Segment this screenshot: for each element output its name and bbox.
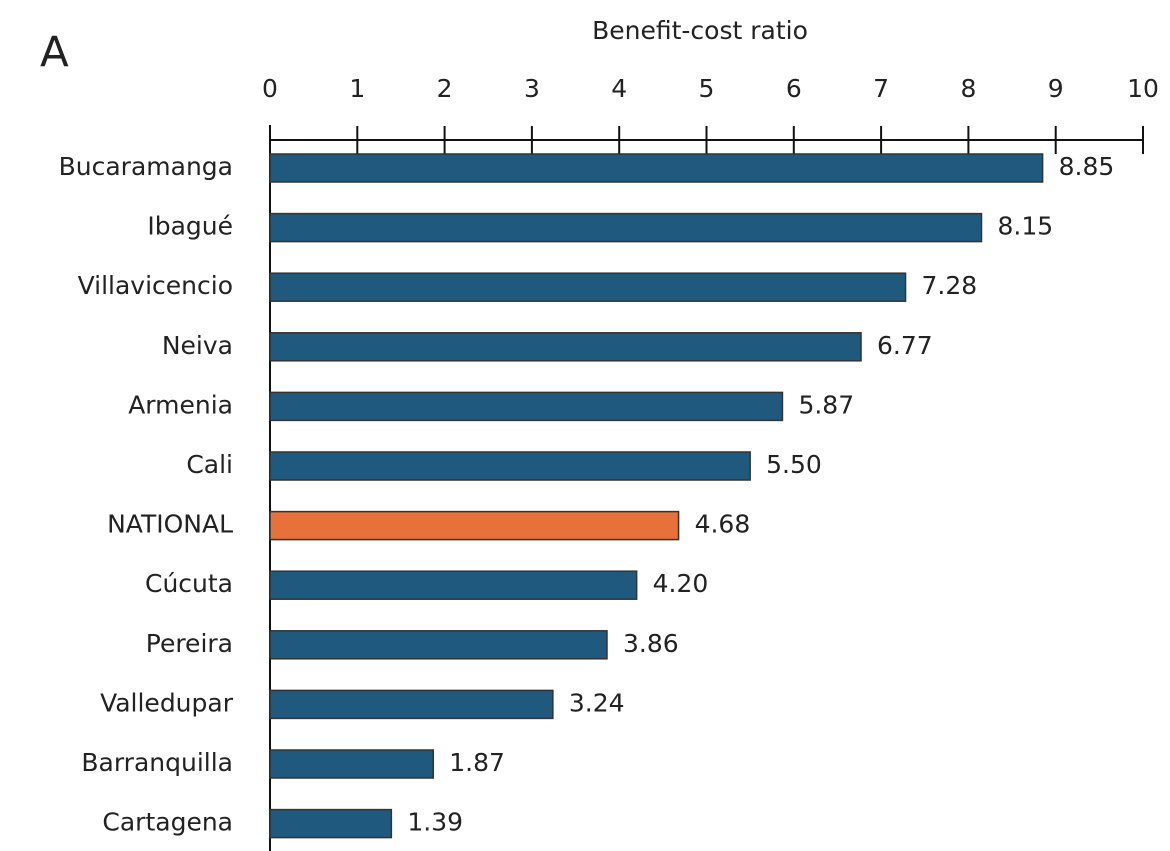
x-tick-label: 1 (349, 74, 365, 103)
y-tick-label: Valledupar (100, 688, 234, 717)
x-tick-label: 4 (611, 74, 627, 103)
x-tick-label: 6 (786, 74, 802, 103)
value-label: 4.20 (653, 569, 709, 598)
bar (269, 808, 393, 839)
value-label: 1.39 (407, 808, 463, 837)
y-tick-label: Cúcuta (145, 569, 233, 598)
value-label: 5.87 (798, 390, 854, 419)
x-tick-label: 8 (960, 74, 976, 103)
x-axis-label: Benefit-cost ratio (592, 16, 808, 45)
value-label: 5.50 (766, 450, 822, 479)
value-label: 7.28 (922, 271, 978, 300)
bar (269, 391, 784, 422)
bar (269, 332, 862, 362)
value-label: 1.87 (449, 748, 505, 777)
x-tick-label: 10 (1127, 74, 1159, 103)
panel-label: A (40, 28, 69, 77)
value-label: 4.68 (695, 510, 751, 539)
bar (269, 451, 751, 481)
value-label: 3.86 (623, 629, 679, 658)
bar (269, 689, 554, 720)
x-tick-label: 7 (873, 74, 889, 103)
bar (269, 212, 983, 243)
value-label: 8.85 (1059, 152, 1115, 181)
x-tick-label: 0 (262, 74, 278, 103)
y-tick-label: NATIONAL (107, 510, 233, 539)
y-tick-label: Neiva (162, 331, 233, 360)
bar (269, 272, 907, 302)
value-label: 8.15 (997, 212, 1053, 241)
y-tick-label: Barranquilla (81, 748, 233, 777)
value-label: 6.77 (877, 331, 933, 360)
y-tick-label: Bucaramanga (59, 152, 233, 181)
y-tick-label: Ibagué (147, 212, 233, 241)
x-tick-label: 5 (699, 74, 715, 103)
bar (269, 630, 608, 660)
y-tick-label: Armenia (128, 390, 233, 419)
y-tick-label: Cartagena (102, 808, 233, 837)
x-tick-label: 9 (1048, 74, 1064, 103)
bar (269, 749, 435, 779)
y-tick-label: Villavicencio (78, 271, 233, 300)
y-tick-label: Pereira (146, 629, 233, 658)
bar (269, 153, 1044, 183)
x-tick-label: 3 (524, 74, 540, 103)
bar (269, 510, 680, 541)
x-tick-label: 2 (437, 74, 453, 103)
y-tick-label: Cali (186, 450, 233, 479)
value-label: 3.24 (569, 688, 625, 717)
bar (269, 570, 638, 600)
